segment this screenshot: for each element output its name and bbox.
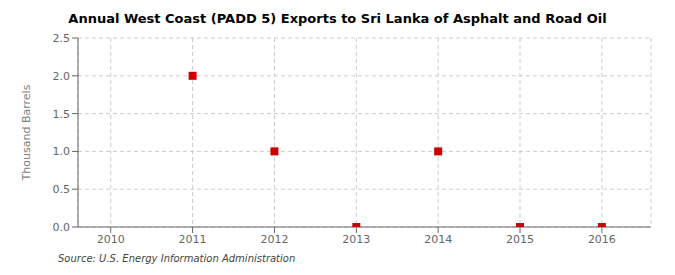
svg-text:1.5: 1.5 <box>53 108 71 121</box>
svg-text:2011: 2011 <box>179 233 207 246</box>
svg-text:1.0: 1.0 <box>53 145 71 158</box>
svg-text:2010: 2010 <box>97 233 125 246</box>
html-text:Source: U.S. Energy Informatio: Source: U.S. Energy Information Administ… <box>58 253 296 264</box>
svg-text:2014: 2014 <box>424 233 452 246</box>
svg-text:0.0: 0.0 <box>53 221 71 234</box>
svg-text:0.5: 0.5 <box>53 183 71 196</box>
svg-text:2.5: 2.5 <box>53 32 71 45</box>
svg-text:2.0: 2.0 <box>53 70 71 83</box>
html-text:Annual West Coast (PADD 5) Exp: Annual West Coast (PADD 5) Exports to Sr… <box>68 11 607 26</box>
svg-text:2013: 2013 <box>342 233 370 246</box>
svg-text:Thousand Barrels: Thousand Barrels <box>20 84 33 181</box>
svg-text:2012: 2012 <box>260 233 288 246</box>
svg-text:2015: 2015 <box>506 233 534 246</box>
svg-text:2016: 2016 <box>588 233 616 246</box>
